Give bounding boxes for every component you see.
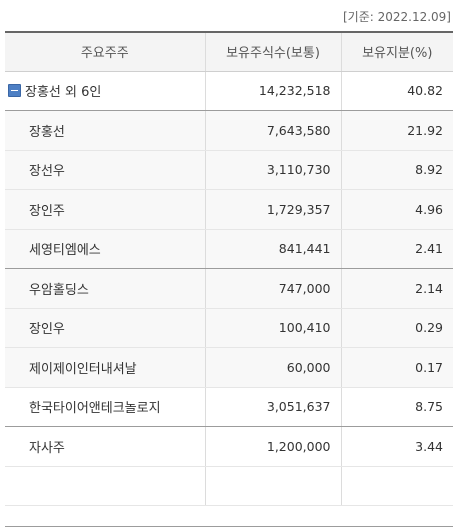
table-row: 한국타이어앤테크놀로지 3,051,637 8.75 — [5, 387, 453, 427]
table-bottom-border — [5, 526, 453, 527]
shareholder-name: 제이제이인터내셔날 — [5, 347, 205, 388]
stake-cell: 2.14 — [340, 268, 453, 309]
table-row: 세영티엠에스 841,441 2.41 — [5, 229, 453, 269]
table-header-row: 주요주주 보유주식수(보통) 보유지분(%) — [5, 31, 453, 72]
stake-cell: 3.44 — [340, 426, 453, 467]
shareholder-name: 우암홀딩스 — [5, 268, 205, 309]
shares-cell — [204, 466, 341, 506]
table-row-empty — [5, 466, 453, 506]
table-row: 우암홀딩스 747,000 2.14 — [5, 268, 453, 309]
shareholder-name: 장선우 — [5, 150, 205, 190]
shares-cell: 3,051,637 — [204, 387, 341, 427]
table-row: 제이제이인터내셔날 60,000 0.17 — [5, 347, 453, 388]
table-row: 장인주 1,729,357 4.96 — [5, 189, 453, 230]
group-name: 장홍선 외 6인 — [25, 85, 102, 101]
shareholder-name: 장인우 — [5, 308, 205, 348]
table-row: 자사주 1,200,000 3.44 — [5, 426, 453, 467]
table-row: 장선우 3,110,730 8.92 — [5, 150, 453, 190]
shareholder-name — [5, 466, 205, 506]
table-row: 장인우 100,410 0.29 — [5, 308, 453, 348]
header-stake: 보유지분(%) — [340, 31, 453, 72]
shareholder-name: 장인주 — [5, 189, 205, 230]
header-shares: 보유주식수(보통) — [204, 31, 341, 72]
header-shareholder: 주요주주 — [5, 31, 205, 72]
stake-cell: 8.92 — [340, 150, 453, 190]
shares-cell: 60,000 — [204, 347, 341, 388]
shares-cell: 1,200,000 — [204, 426, 341, 467]
stake-cell: 0.17 — [340, 347, 453, 388]
shares-cell: 3,110,730 — [204, 150, 341, 190]
shares-cell: 7,643,580 — [204, 110, 341, 151]
stake-cell: 0.29 — [340, 308, 453, 348]
shareholder-name: 세영티엠에스 — [5, 229, 205, 269]
group-stake: 40.82 — [340, 71, 453, 111]
stake-cell: 2.41 — [340, 229, 453, 269]
group-shares: 14,232,518 — [204, 71, 341, 111]
shares-cell: 1,729,357 — [204, 189, 341, 230]
collapse-icon[interactable] — [8, 84, 21, 98]
stake-cell: 4.96 — [340, 189, 453, 230]
shareholder-name: 자사주 — [5, 426, 205, 467]
group-row: 장홍선 외 6인 14,232,518 40.82 — [5, 71, 453, 111]
base-date-label: [기준: 2022.12.09] — [342, 10, 451, 24]
stake-cell: 8.75 — [340, 387, 453, 427]
shares-cell: 841,441 — [204, 229, 341, 269]
shareholder-name: 한국타이어앤테크놀로지 — [5, 387, 205, 427]
table-row: 장홍선 7,643,580 21.92 — [5, 110, 453, 151]
shares-cell: 747,000 — [204, 268, 341, 309]
group-name-cell: 장홍선 외 6인 — [5, 71, 205, 111]
shares-cell: 100,410 — [204, 308, 341, 348]
stake-cell — [340, 466, 453, 506]
shareholder-table: 주요주주 보유주식수(보통) 보유지분(%) 장홍선 외 6인 14,232,5… — [5, 31, 453, 506]
stake-cell: 21.92 — [340, 110, 453, 151]
shareholder-name: 장홍선 — [5, 110, 205, 151]
